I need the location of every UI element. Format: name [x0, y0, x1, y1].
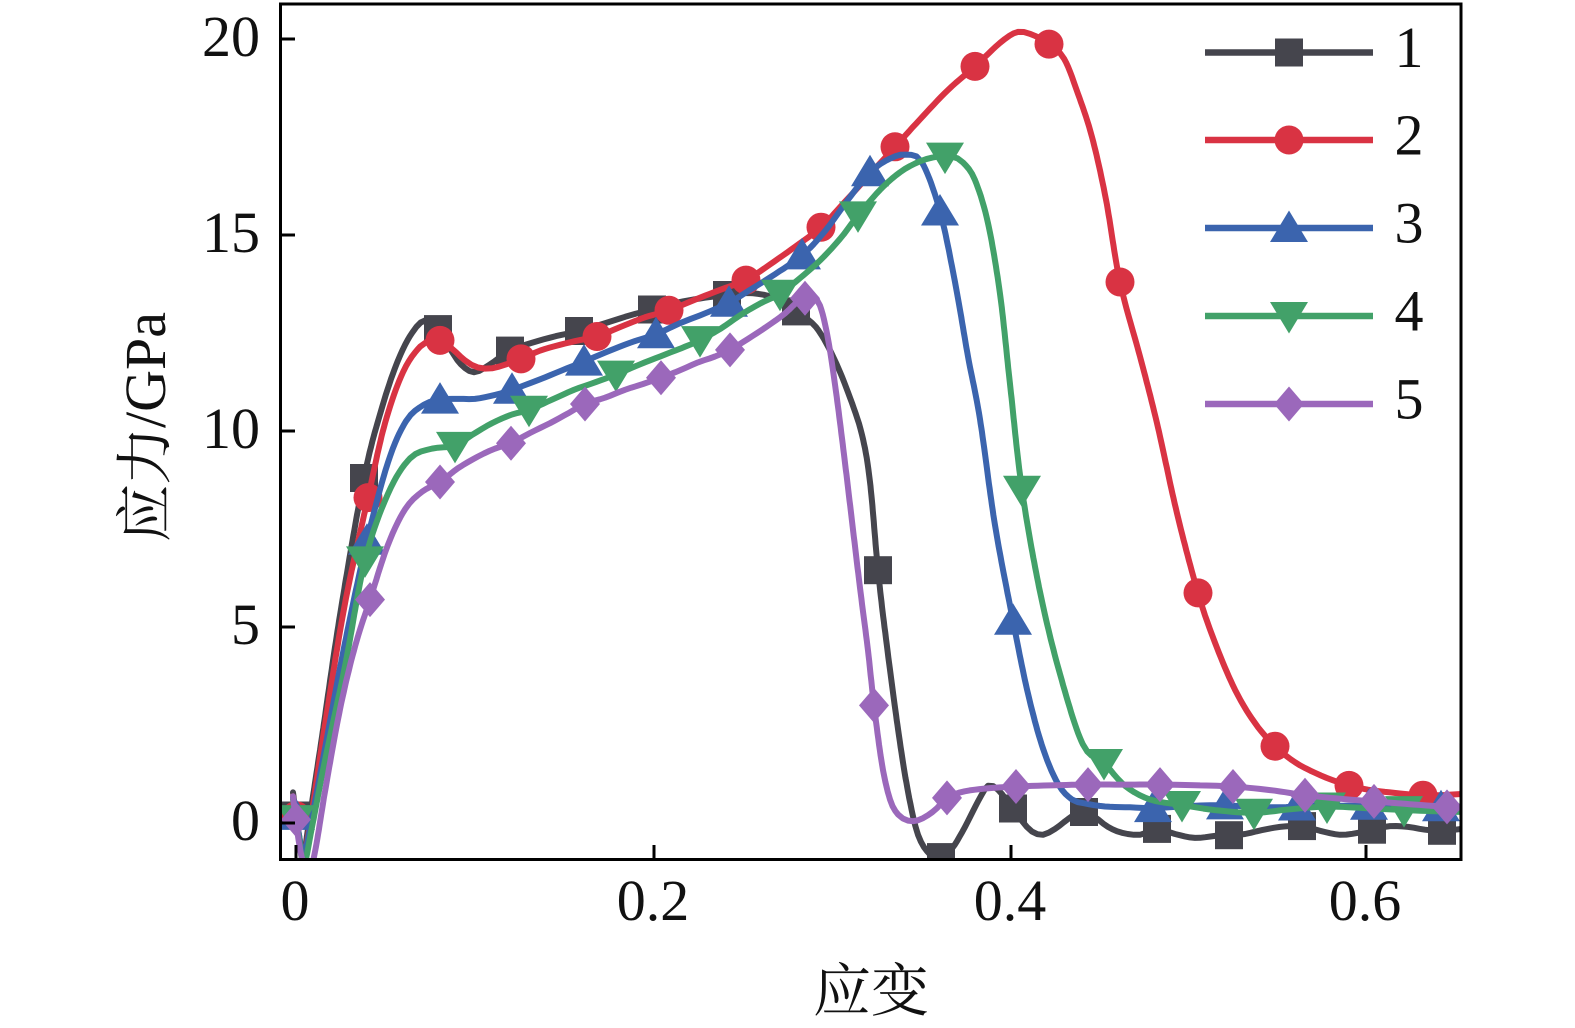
svg-text:5: 5 — [231, 592, 260, 657]
svg-text:1: 1 — [1395, 15, 1424, 80]
svg-text:2: 2 — [1395, 103, 1424, 168]
svg-text:0.2: 0.2 — [617, 868, 690, 933]
svg-text:/GPa: /GPa — [113, 312, 178, 428]
svg-text:5: 5 — [1395, 367, 1424, 432]
svg-text:10: 10 — [202, 396, 260, 461]
svg-text:4: 4 — [1395, 279, 1424, 344]
svg-text:0: 0 — [231, 788, 260, 853]
svg-text:20: 20 — [202, 4, 260, 69]
svg-text:0.4: 0.4 — [974, 868, 1047, 933]
svg-text:0: 0 — [281, 868, 310, 933]
svg-text:15: 15 — [202, 200, 260, 265]
svg-text:0.6: 0.6 — [1329, 868, 1402, 933]
svg-text:3: 3 — [1395, 191, 1424, 256]
